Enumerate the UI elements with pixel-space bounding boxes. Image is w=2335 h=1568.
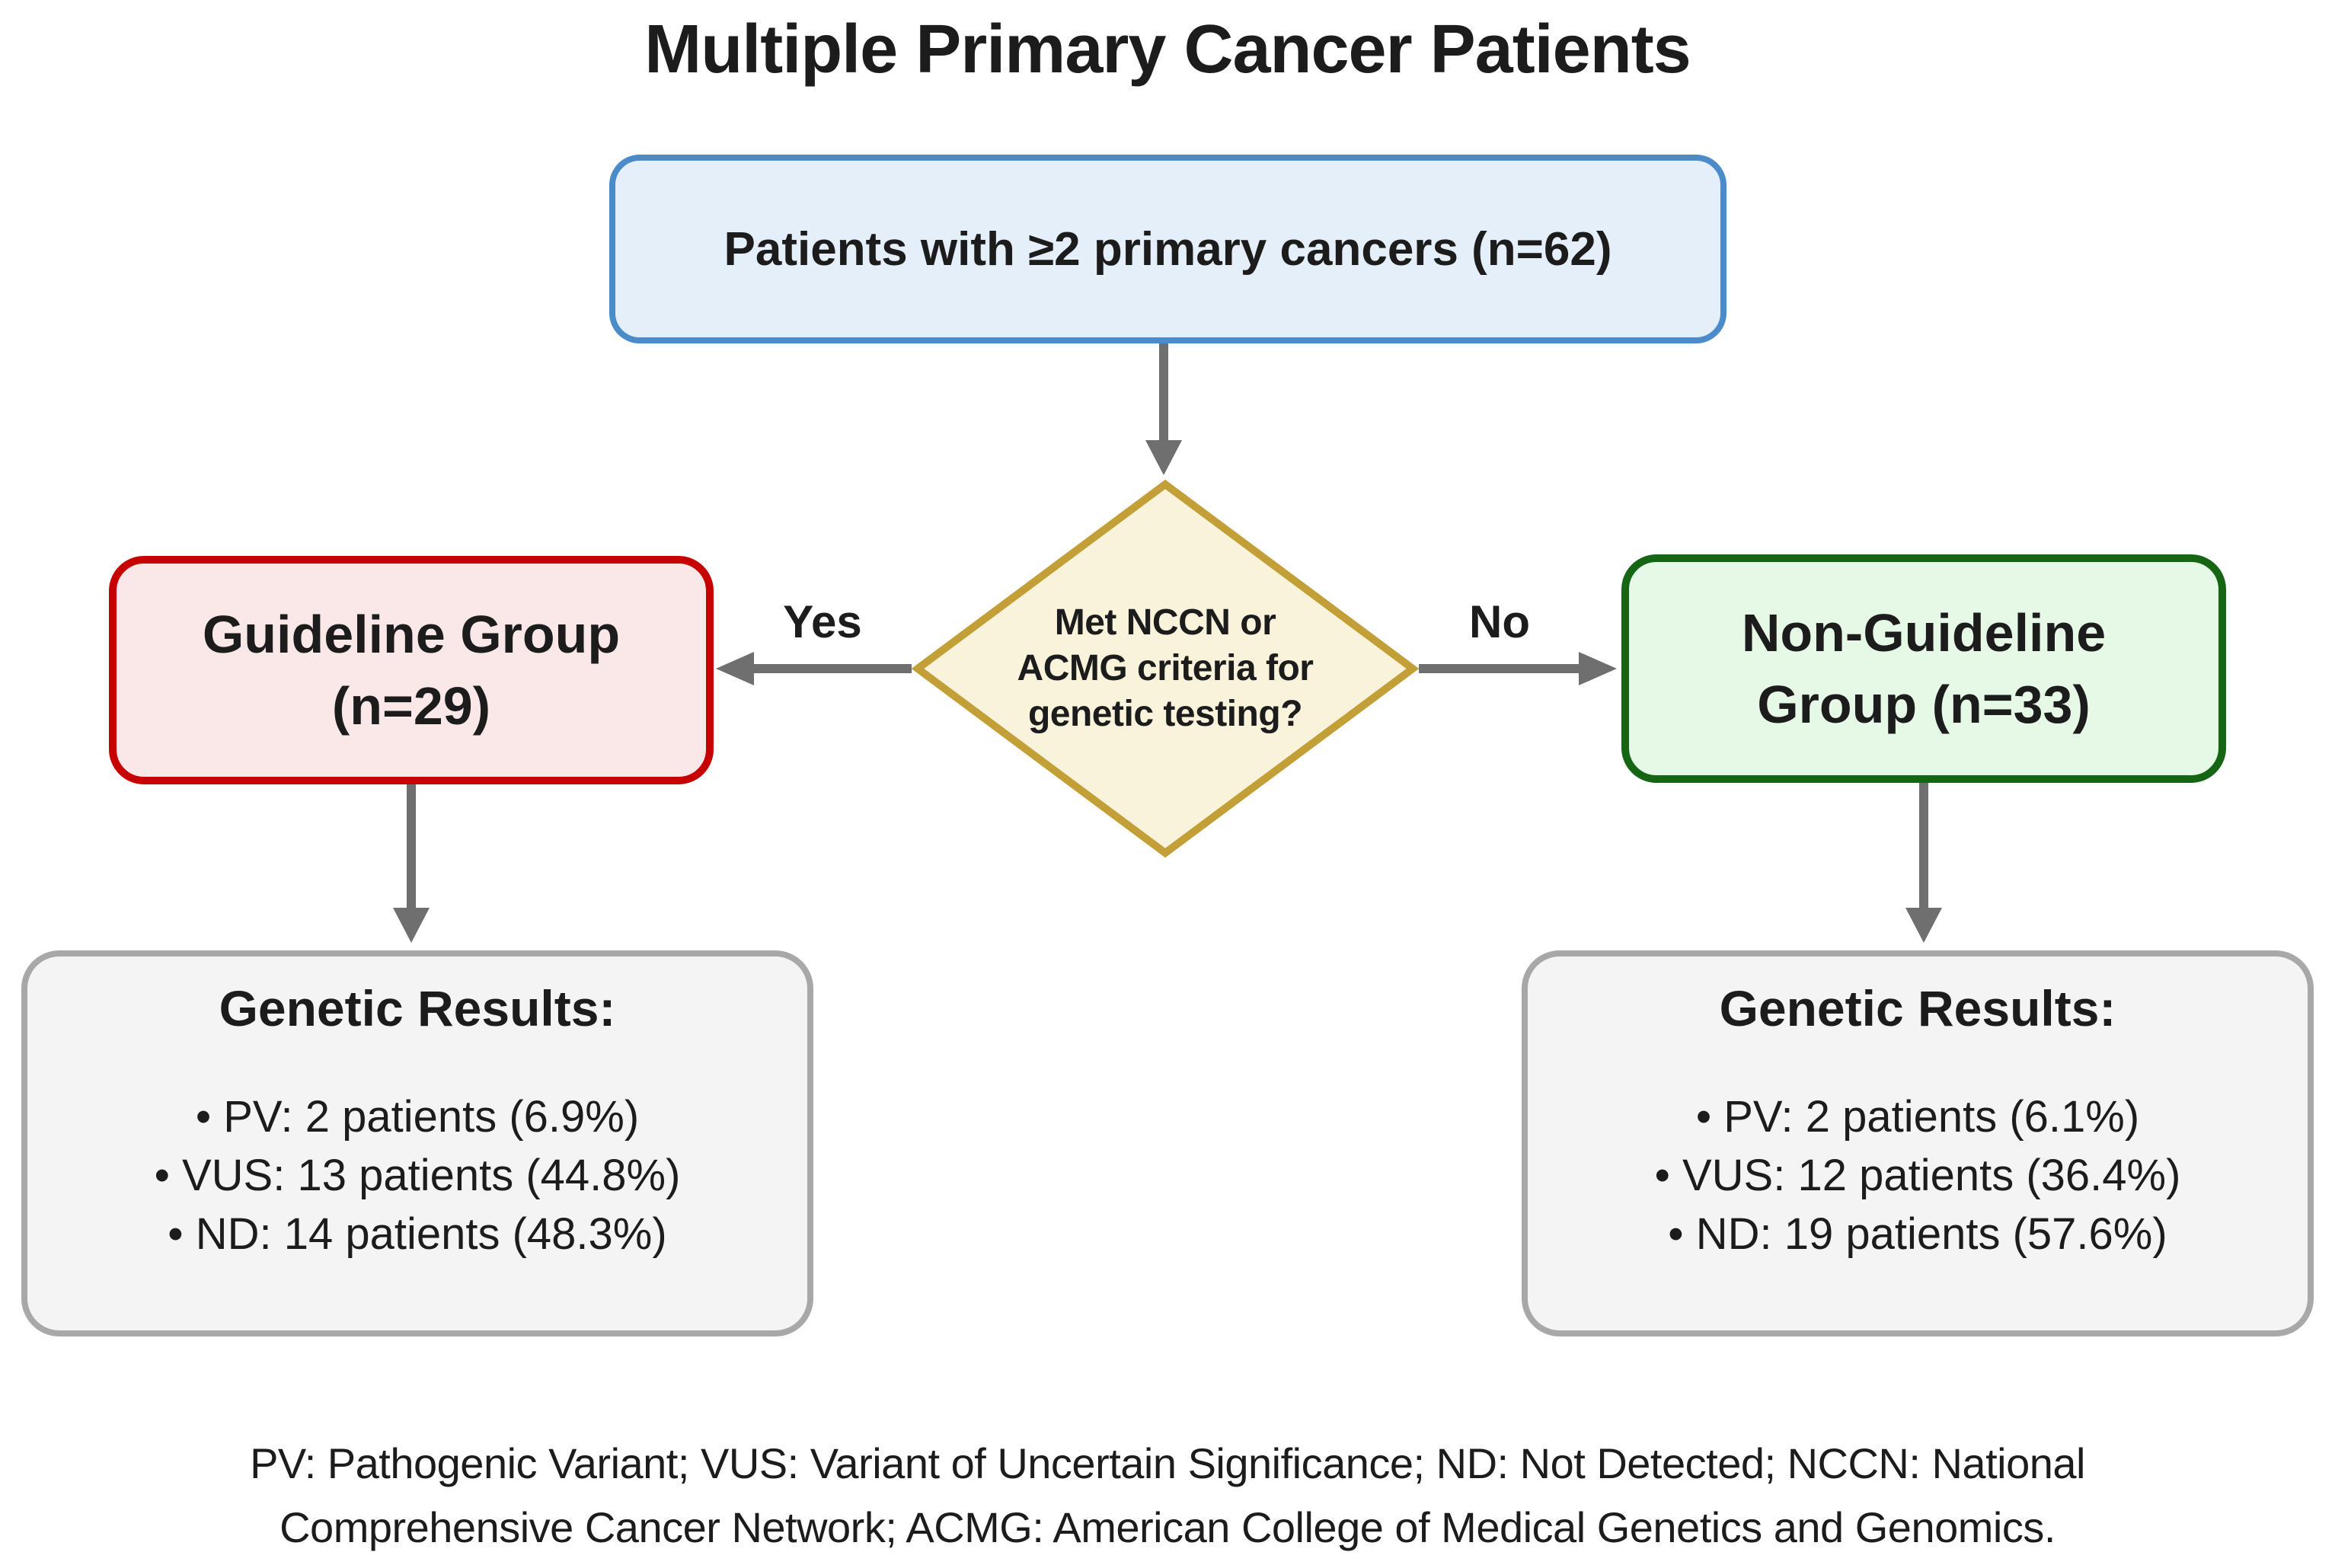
non-guideline-results-heading: Genetic Results: (1719, 980, 2116, 1036)
non-guideline-group-label: Non-Guideline Group (n=33) (1741, 602, 2107, 735)
result-item-nd: • ND: 19 patients (57.6%) (1668, 1209, 2167, 1259)
figure-title: Multiple Primary Cancer Patients (644, 11, 1691, 88)
root-box-label: Patients with ≥2 primary cancers (n=62) (723, 222, 1612, 276)
result-item-nd: • ND: 14 patients (48.3%) (168, 1209, 667, 1259)
arrow-shaft (1419, 664, 1580, 673)
abbreviation-footnote: PV: Pathogenic Variant; VUS: Variant of … (250, 1439, 2085, 1551)
decision-diamond-label: Met NCCN or ACMG criteria for genetic te… (1017, 602, 1314, 734)
arrow-head-down-icon (393, 908, 430, 943)
arrow-shaft (1919, 783, 1928, 910)
guideline-results-box: Genetic Results: • PV: 2 patients (6.9%)… (21, 950, 813, 1336)
result-item-vus: • VUS: 13 patients (44.8%) (154, 1151, 681, 1200)
arrow-head-right-icon (1579, 652, 1617, 685)
root-box-patients: Patients with ≥2 primary cancers (n=62) (609, 155, 1726, 343)
arrow-head-down-icon (1905, 908, 1942, 943)
guideline-group-box: Guideline Group (n=29) (109, 556, 714, 784)
result-item-pv: • PV: 2 patients (6.9%) (195, 1092, 640, 1142)
result-item-vus: • VUS: 12 patients (36.4%) (1654, 1151, 2181, 1200)
guideline-results-heading: Genetic Results: (219, 980, 616, 1036)
non-guideline-results-box: Genetic Results: • PV: 2 patients (6.1%)… (1522, 950, 2314, 1336)
arrow-head-left-icon (716, 652, 754, 685)
non-guideline-results-list: • PV: 2 patients (6.1%) • VUS: 12 patien… (1528, 1087, 2308, 1263)
branch-label-no: No (1469, 596, 1530, 647)
guideline-results-list: • PV: 2 patients (6.9%) • VUS: 13 patien… (27, 1087, 807, 1263)
branch-label-yes: Yes (783, 596, 862, 647)
guideline-group-label: Guideline Group (n=29) (202, 604, 621, 736)
result-item-pv: • PV: 2 patients (6.1%) (1695, 1092, 2140, 1142)
arrow-shaft (751, 664, 912, 673)
arrow-shaft (1159, 343, 1168, 442)
non-guideline-group-box: Non-Guideline Group (n=33) (1621, 554, 2226, 783)
decision-diamond-shape (912, 479, 1419, 858)
arrow-head-down-icon (1145, 440, 1182, 475)
arrow-shaft (407, 784, 416, 910)
